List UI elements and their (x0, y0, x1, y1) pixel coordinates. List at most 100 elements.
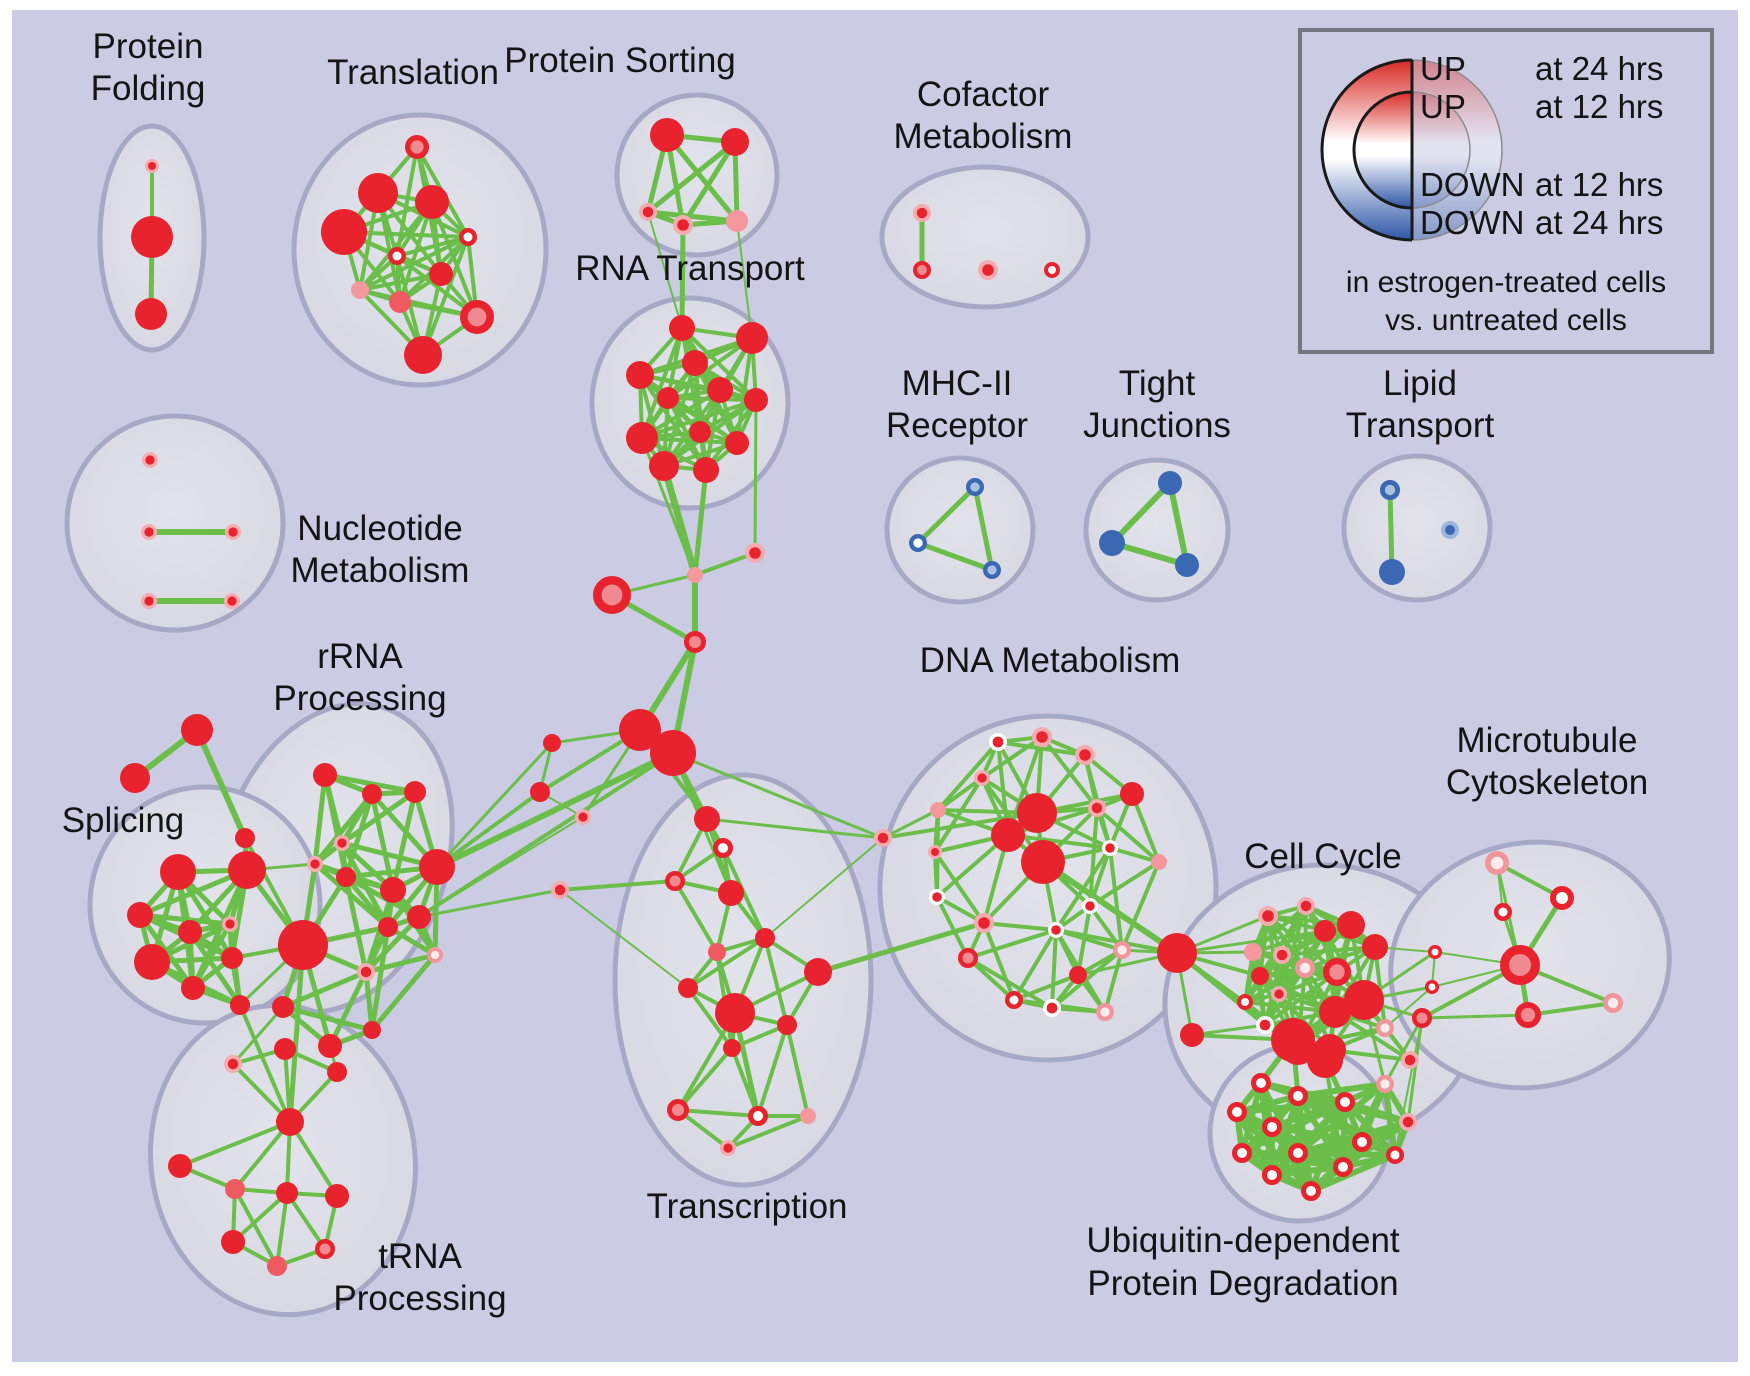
node-cell-cycle-10[interactable] (1237, 994, 1253, 1010)
node-backbone-4[interactable] (619, 709, 661, 751)
node-mhc-ii-receptor-0[interactable] (965, 478, 984, 497)
node-trna-processing-10[interactable] (267, 1256, 287, 1276)
node-splicing-4[interactable] (221, 915, 238, 932)
node-dna-metabolism-1[interactable] (1031, 726, 1052, 747)
node-dna-metabolism-19[interactable] (958, 948, 978, 968)
node-splicing-0[interactable] (160, 854, 196, 890)
node-translation-6[interactable] (429, 262, 453, 286)
node-transcription-13[interactable] (800, 1108, 816, 1124)
node-microtubule-cytoskeleton-6[interactable] (1412, 1008, 1432, 1028)
node-cell-cycle-2[interactable] (1314, 920, 1336, 942)
node-backbone-16[interactable] (1271, 1018, 1315, 1062)
node-ubiquitin-degradation-6[interactable] (1288, 1143, 1308, 1163)
node-cell-cycle-12[interactable] (1344, 980, 1384, 1020)
node-tight-junctions-1[interactable] (1099, 530, 1125, 556)
node-dna-metabolism-15[interactable] (1081, 897, 1098, 914)
node-backbone-6[interactable] (543, 734, 561, 752)
node-protein-sorting-1[interactable] (721, 128, 749, 156)
node-microtubule-cytoskeleton-2[interactable] (1494, 903, 1512, 921)
node-dna-metabolism-7[interactable] (991, 818, 1025, 852)
node-ubiquitin-degradation-9[interactable] (1301, 1181, 1321, 1201)
node-backbone-10[interactable] (120, 763, 150, 793)
node-cell-cycle-18[interactable] (1401, 1051, 1420, 1070)
node-dna-metabolism-5[interactable] (928, 845, 942, 859)
node-ubiquitin-degradation-2[interactable] (1227, 1102, 1247, 1122)
node-protein-sorting-3[interactable] (672, 215, 693, 236)
node-transcription-3[interactable] (718, 880, 744, 906)
node-ubiquitin-degradation-8[interactable] (1262, 1165, 1282, 1185)
node-transcription-0[interactable] (694, 806, 720, 832)
node-backbone-14[interactable] (1157, 933, 1197, 973)
node-dna-metabolism-20[interactable] (1005, 991, 1023, 1009)
node-cell-cycle-8[interactable] (1323, 958, 1352, 987)
node-transcription-4[interactable] (755, 928, 775, 948)
node-protein-folding-0[interactable] (145, 159, 159, 173)
node-cell-cycle-4[interactable] (1362, 934, 1388, 960)
node-nucleotide-metabolism-0[interactable] (141, 451, 158, 468)
node-splicing-6[interactable] (221, 947, 243, 969)
node-backbone-17[interactable] (1307, 1042, 1343, 1078)
node-rna-transport-1[interactable] (736, 322, 768, 354)
node-transcription-9[interactable] (777, 1015, 797, 1035)
node-ubiquitin-degradation-1[interactable] (1288, 1086, 1308, 1106)
node-dna-metabolism-21[interactable] (1043, 998, 1062, 1017)
node-nucleotide-metabolism-1[interactable] (140, 523, 157, 540)
node-rna-transport-4[interactable] (657, 387, 679, 409)
node-dna-metabolism-3[interactable] (930, 802, 946, 818)
node-ubiquitin-degradation-7[interactable] (1232, 1143, 1252, 1163)
node-cell-cycle-7[interactable] (1295, 958, 1316, 979)
node-transcription-14[interactable] (719, 1140, 736, 1157)
node-translation-2[interactable] (415, 185, 449, 219)
node-dna-metabolism-22[interactable] (1096, 1002, 1115, 1021)
node-protein-sorting-4[interactable] (726, 210, 748, 232)
node-dna-metabolism-0[interactable] (988, 732, 1007, 751)
node-trna-processing-0[interactable] (223, 1055, 242, 1074)
node-trna-processing-5[interactable] (225, 1179, 245, 1199)
node-trna-processing-4[interactable] (168, 1154, 192, 1178)
node-transcription-11[interactable] (666, 1098, 689, 1121)
node-splicing-8[interactable] (230, 995, 250, 1015)
node-dna-metabolism-11[interactable] (1101, 839, 1118, 856)
node-dna-metabolism-14[interactable] (973, 912, 994, 933)
node-rrna-processing-2[interactable] (404, 781, 426, 803)
node-cell-cycle-0[interactable] (1257, 905, 1278, 926)
node-rrna-processing-8[interactable] (407, 905, 431, 929)
node-splicing-5[interactable] (134, 944, 170, 980)
node-rrna-processing-14[interactable] (318, 1034, 342, 1058)
node-translation-7[interactable] (351, 281, 369, 299)
node-dna-metabolism-12[interactable] (1151, 854, 1167, 870)
node-dna-metabolism-2[interactable] (1074, 744, 1095, 765)
node-backbone-5[interactable] (650, 730, 696, 776)
node-backbone-3[interactable] (683, 630, 706, 653)
node-rrna-processing-15[interactable] (363, 1021, 381, 1039)
node-rrna-processing-10[interactable] (278, 920, 328, 970)
node-microtubule-cytoskeleton-4[interactable] (1428, 945, 1442, 959)
node-transcription-5[interactable] (708, 943, 726, 961)
node-mhc-ii-receptor-2[interactable] (982, 560, 1001, 579)
node-translation-10[interactable] (404, 336, 442, 374)
node-dna-metabolism-6[interactable] (1017, 793, 1057, 833)
node-trna-processing-9[interactable] (315, 1239, 335, 1259)
node-rrna-processing-1[interactable] (362, 784, 382, 804)
node-microtubule-cytoskeleton-3[interactable] (1500, 945, 1540, 985)
node-dna-metabolism-10[interactable] (1088, 799, 1107, 818)
node-translation-1[interactable] (358, 173, 398, 213)
node-backbone-12[interactable] (874, 829, 893, 848)
node-cofactor-metabolism-1[interactable] (913, 260, 932, 279)
node-backbone-9[interactable] (181, 714, 213, 746)
node-protein-folding-1[interactable] (131, 216, 173, 258)
node-microtubule-cytoskeleton-1[interactable] (1550, 886, 1574, 910)
node-protein-sorting-0[interactable] (650, 118, 684, 152)
node-microtubule-cytoskeleton-0[interactable] (1485, 851, 1510, 876)
node-backbone-13[interactable] (551, 881, 570, 900)
node-splicing-2[interactable] (127, 902, 153, 928)
node-rrna-processing-7[interactable] (419, 849, 455, 885)
node-tight-junctions-2[interactable] (1175, 553, 1199, 577)
node-rna-transport-7[interactable] (626, 422, 658, 454)
node-transcription-7[interactable] (715, 993, 755, 1033)
node-rna-transport-5[interactable] (707, 377, 733, 403)
node-transcription-12[interactable] (748, 1106, 768, 1126)
node-transcription-8[interactable] (804, 958, 832, 986)
node-translation-4[interactable] (459, 228, 477, 246)
node-mhc-ii-receptor-1[interactable] (908, 533, 927, 552)
